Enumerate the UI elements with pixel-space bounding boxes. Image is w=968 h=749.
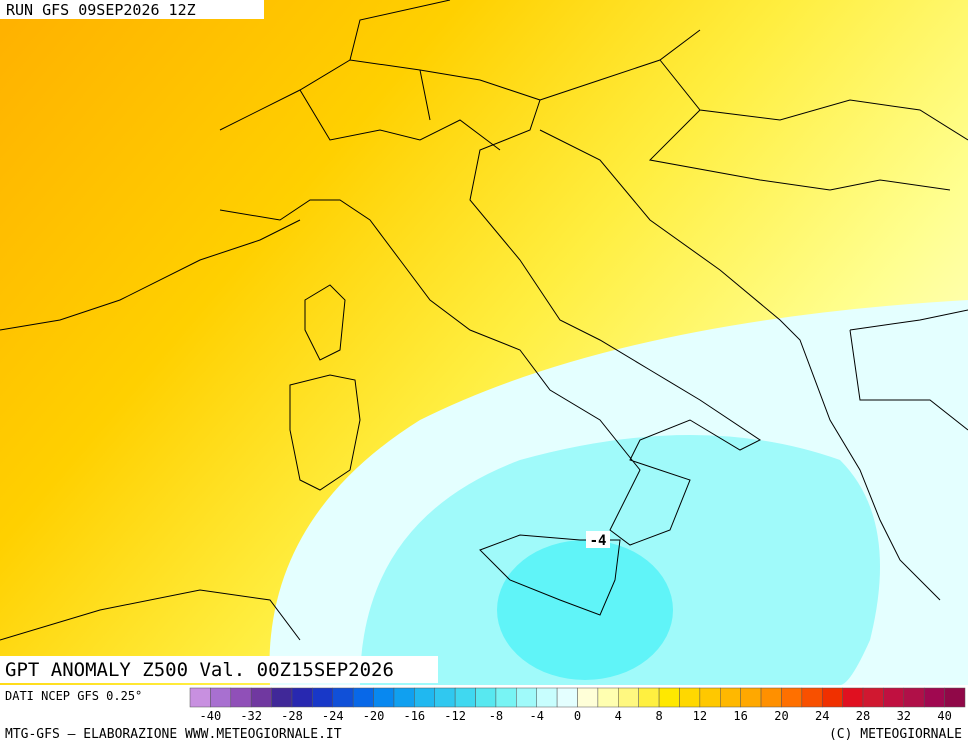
colorbar-swatch	[414, 687, 435, 708]
colorbar-label: -4	[529, 709, 543, 723]
colorbar-label: 8	[655, 709, 662, 723]
map-title: GPT ANOMALY Z500 Val. 00Z15SEP2026	[5, 659, 394, 681]
colorbar-label: -20	[363, 709, 385, 723]
title-box	[0, 656, 438, 683]
colorbar-swatch	[760, 687, 782, 708]
contour-label-box	[586, 531, 610, 548]
colorbar-swatch	[393, 687, 415, 708]
colorbar-swatch	[699, 687, 721, 708]
field	[0, 0, 968, 685]
colorbar-swatch	[679, 687, 701, 708]
colorbar-label: -40	[200, 709, 222, 723]
colorbar-swatch	[250, 687, 272, 708]
colorbar-label: 24	[815, 709, 829, 723]
source-label: DATI NCEP GFS 0.25°	[5, 689, 142, 703]
colorbar: -40 -32 -28 -24 -20 -16 -12 -8 -4 0 4 8 12 16 20 24 28 32…	[189, 687, 966, 723]
contour-label: -4	[590, 533, 607, 549]
colorbar-swatch	[903, 687, 925, 708]
colorbar-swatch	[577, 687, 599, 708]
colorbar-label: -24	[322, 709, 344, 723]
colorbar-label: -12	[444, 709, 466, 723]
colorbar-swatch	[862, 687, 884, 708]
colorbar-swatch	[821, 687, 843, 708]
colorbar-swatch	[944, 687, 966, 708]
colorbar-swatch	[658, 687, 680, 708]
run-label: RUN GFS 09SEP2026 12Z	[6, 1, 196, 19]
coastlines	[0, 0, 968, 641]
colorbar-swatch	[434, 687, 456, 708]
colorbar-swatch	[291, 687, 313, 708]
colorbar-swatch	[536, 687, 558, 708]
colorbar-label: 4	[615, 709, 622, 723]
footer-left: MTG-GFS — ELABORAZIONE WWW.METEOGIORNALE…	[5, 727, 342, 742]
colorbar-swatch	[352, 687, 374, 708]
footer-right: (C) METEOGIORNALE	[829, 727, 962, 742]
colorbar-swatch	[189, 687, 211, 708]
colorbar-label: -32	[240, 709, 262, 723]
colorbar-swatch	[230, 687, 252, 708]
colorbar-swatch	[373, 687, 395, 708]
colorbar-label: 16	[733, 709, 747, 723]
colorbar-swatch	[516, 687, 537, 708]
colorbar-swatch	[454, 687, 476, 708]
colorbar-swatch	[720, 687, 741, 708]
colorbar-label: -8	[489, 709, 503, 723]
colorbar-swatch	[210, 687, 232, 708]
colorbar-label: 40	[937, 709, 951, 723]
colorbar-swatch	[597, 687, 619, 708]
colorbar-label: -16	[403, 709, 425, 723]
colorbar-swatch	[740, 687, 762, 708]
colorbar-swatch	[638, 687, 660, 708]
colorbar-swatch	[332, 687, 354, 708]
colorbar-swatch	[312, 687, 334, 708]
colorbar-label: 20	[774, 709, 788, 723]
colorbar-swatch	[475, 687, 497, 708]
header-box	[0, 0, 264, 19]
colorbar-label: 0	[574, 709, 581, 723]
colorbar-swatch	[556, 687, 578, 708]
colorbar-label: -28	[281, 709, 303, 723]
colorbar-swatch	[271, 687, 293, 708]
colorbar-swatch	[495, 687, 517, 708]
colorbar-swatch	[923, 687, 945, 708]
colorbar-swatch	[883, 687, 905, 708]
colorbar-swatch	[801, 687, 823, 708]
colorbar-label: 12	[693, 709, 707, 723]
colorbar-swatch	[618, 687, 639, 708]
colorbar-swatch	[781, 687, 803, 708]
colorbar-label: 32	[897, 709, 911, 723]
colorbar-swatch	[842, 687, 864, 708]
colorbar-label: 28	[856, 709, 870, 723]
